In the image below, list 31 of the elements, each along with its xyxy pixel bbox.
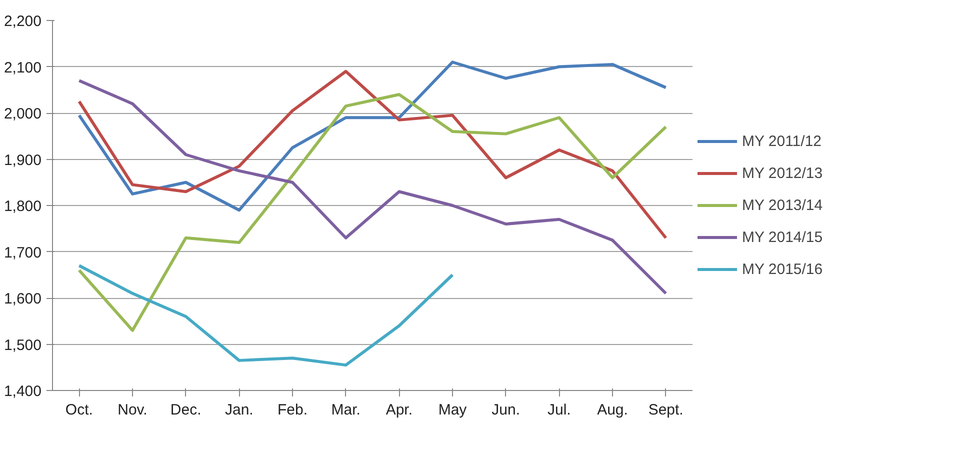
- x-tick-label: Mar.: [331, 402, 360, 418]
- x-tick-label: May: [438, 402, 468, 418]
- x-tick-label: Sept.: [648, 402, 684, 418]
- x-tick-label: Nov.: [118, 402, 148, 418]
- x-tick-label: Jan.: [224, 402, 254, 418]
- y-tick-label: 2,100: [4, 59, 42, 76]
- y-tick-label: 1,700: [4, 244, 42, 262]
- legend-label: MY 2015/16: [742, 260, 823, 278]
- x-tick-label: Jul.: [547, 402, 571, 418]
- x-tick-label: Feb.: [277, 402, 308, 418]
- legend-label: MY 2011/12: [742, 132, 822, 150]
- line-series: [78, 79, 668, 295]
- legend-label: MY 2013/14: [742, 196, 823, 214]
- x-tick-label: Apr.: [386, 402, 413, 418]
- y-tick-label: 1,400: [4, 383, 42, 400]
- y-tick-label: 2,000: [4, 106, 42, 122]
- x-tick-label: Dec.: [170, 402, 202, 418]
- y-tick-label: 2,200: [4, 13, 42, 30]
- line-series: [78, 264, 454, 367]
- y-tick-label: 1,500: [4, 336, 42, 354]
- line-series: [78, 70, 668, 240]
- legend-label: MY 2014/15: [742, 228, 823, 246]
- y-tick-label: 1,600: [4, 290, 42, 308]
- x-tick-label: Oct.: [65, 402, 93, 418]
- line-series: [78, 60, 668, 212]
- y-tick-label: 1,900: [4, 152, 42, 169]
- legend-label: MY 2012/13: [742, 164, 823, 182]
- y-tick-label: 1,800: [4, 198, 42, 215]
- x-tick-label: Aug.: [597, 402, 628, 418]
- x-tick-label: Jun.: [492, 402, 520, 418]
- line-series: [78, 93, 668, 332]
